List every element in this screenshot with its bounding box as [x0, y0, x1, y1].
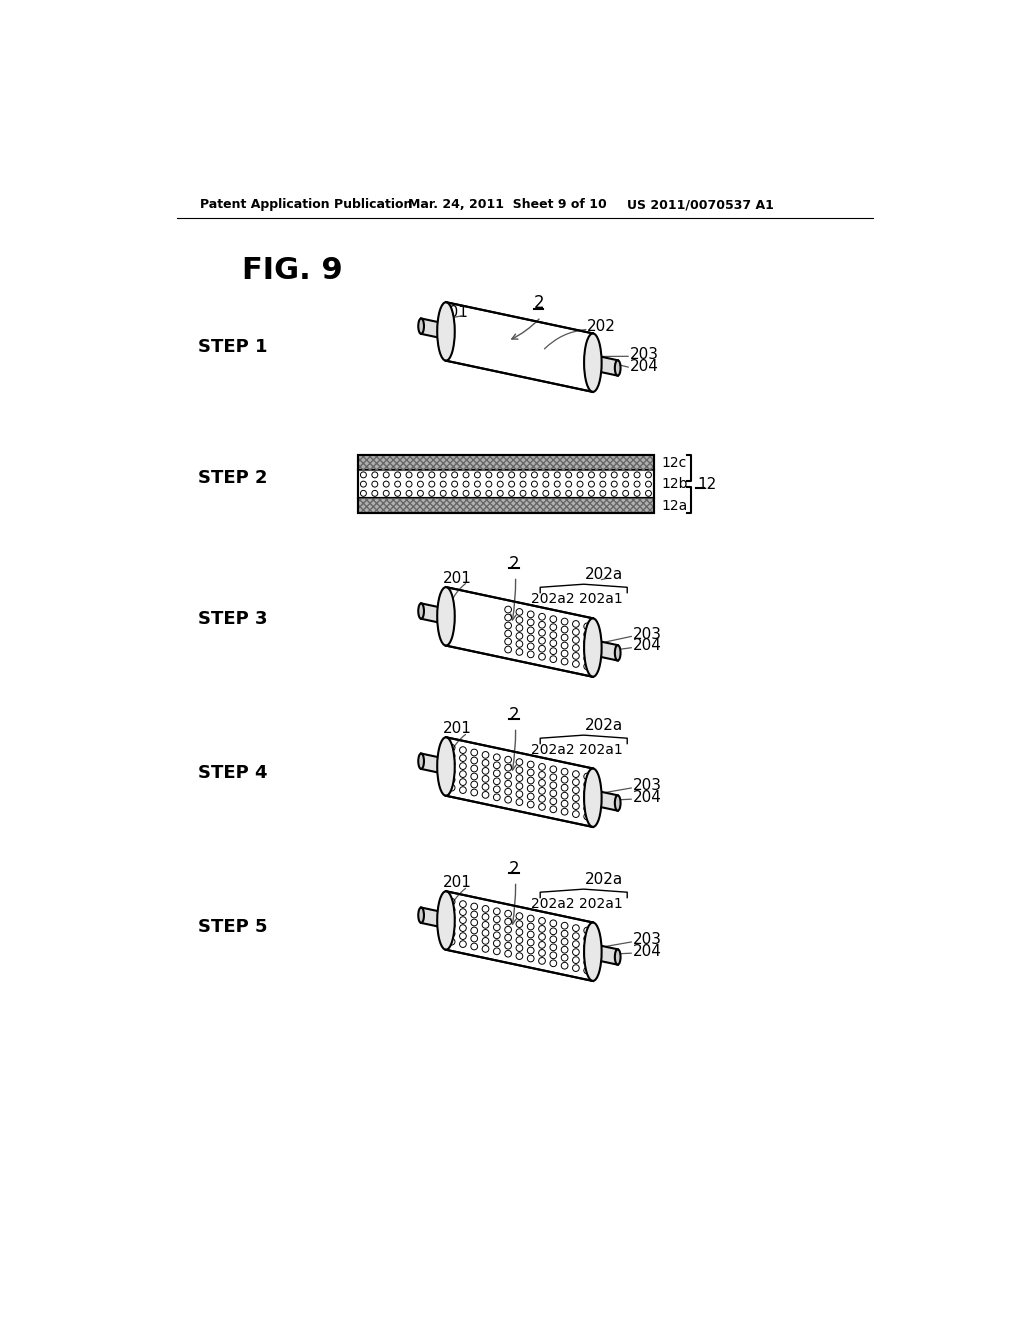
Polygon shape	[421, 603, 446, 624]
Polygon shape	[421, 754, 446, 775]
Ellipse shape	[418, 318, 424, 334]
Bar	[357, 455, 654, 470]
Text: 202a2: 202a2	[531, 896, 574, 911]
Text: 202a: 202a	[585, 718, 624, 734]
Bar	[357, 455, 654, 513]
Polygon shape	[446, 738, 593, 826]
Bar	[357, 455, 654, 470]
Ellipse shape	[614, 949, 621, 965]
Text: 203: 203	[633, 627, 662, 642]
Text: 202: 202	[587, 318, 615, 334]
Polygon shape	[421, 908, 446, 928]
Text: 12b: 12b	[662, 477, 688, 491]
Bar	[357, 470, 654, 498]
Text: 2: 2	[509, 556, 519, 573]
Text: 201: 201	[439, 305, 468, 319]
Ellipse shape	[614, 795, 621, 810]
Polygon shape	[446, 891, 593, 981]
Text: Patent Application Publication: Patent Application Publication	[200, 198, 413, 211]
Text: 12: 12	[697, 477, 717, 491]
Text: US 2011/0070537 A1: US 2011/0070537 A1	[628, 198, 774, 211]
Text: 203: 203	[630, 347, 658, 362]
Text: Mar. 24, 2011  Sheet 9 of 10: Mar. 24, 2011 Sheet 9 of 10	[408, 198, 606, 211]
Ellipse shape	[584, 334, 602, 392]
Polygon shape	[593, 789, 617, 810]
Ellipse shape	[418, 908, 424, 923]
Text: 202a2: 202a2	[531, 591, 574, 606]
Text: 203: 203	[633, 932, 662, 948]
Text: 201: 201	[443, 722, 472, 737]
Ellipse shape	[614, 645, 621, 660]
Text: 2: 2	[509, 706, 519, 725]
Text: 202a: 202a	[585, 566, 624, 582]
Polygon shape	[593, 355, 617, 376]
Text: 204: 204	[630, 359, 658, 374]
Polygon shape	[593, 944, 617, 965]
Text: 204: 204	[633, 639, 662, 653]
Text: 202a1: 202a1	[580, 743, 624, 756]
Text: 12c: 12c	[662, 455, 687, 470]
Ellipse shape	[584, 618, 602, 677]
Text: 203: 203	[633, 779, 662, 793]
Text: STEP 1: STEP 1	[199, 338, 268, 356]
Ellipse shape	[584, 768, 602, 826]
Text: STEP 5: STEP 5	[199, 917, 268, 936]
Bar	[357, 498, 654, 513]
Ellipse shape	[437, 891, 455, 950]
Text: 12a: 12a	[662, 499, 688, 512]
Ellipse shape	[614, 360, 621, 376]
Text: 202a: 202a	[585, 873, 624, 887]
Text: 202a2: 202a2	[531, 743, 574, 756]
Text: 204: 204	[633, 944, 662, 960]
Ellipse shape	[418, 603, 424, 619]
Ellipse shape	[584, 923, 602, 981]
Text: 201: 201	[443, 570, 472, 586]
Polygon shape	[421, 318, 446, 339]
Ellipse shape	[437, 302, 455, 360]
Text: STEP 3: STEP 3	[199, 610, 268, 628]
Text: 2: 2	[534, 294, 544, 312]
Ellipse shape	[437, 587, 455, 645]
Text: STEP 2: STEP 2	[199, 469, 268, 487]
Text: FIG. 9: FIG. 9	[243, 256, 343, 285]
Text: 202a1: 202a1	[580, 896, 624, 911]
Polygon shape	[446, 302, 593, 392]
Ellipse shape	[418, 754, 424, 770]
Text: 201: 201	[443, 875, 472, 891]
Bar	[357, 498, 654, 513]
Text: 2: 2	[509, 861, 519, 878]
Polygon shape	[446, 587, 593, 677]
Ellipse shape	[437, 738, 455, 796]
Text: STEP 4: STEP 4	[199, 764, 268, 781]
Text: 204: 204	[633, 789, 662, 805]
Polygon shape	[593, 640, 617, 660]
Text: 202a1: 202a1	[580, 591, 624, 606]
